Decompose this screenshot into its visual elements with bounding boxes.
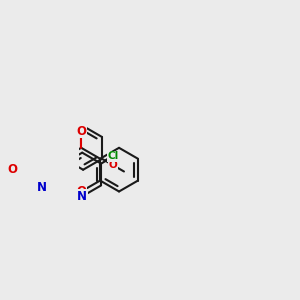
Text: Cl: Cl — [108, 152, 119, 161]
Text: O: O — [109, 160, 118, 170]
Text: O: O — [7, 163, 17, 176]
Text: O: O — [76, 185, 86, 198]
Text: O: O — [76, 125, 86, 138]
Text: N: N — [37, 181, 46, 194]
Text: N: N — [77, 190, 87, 203]
